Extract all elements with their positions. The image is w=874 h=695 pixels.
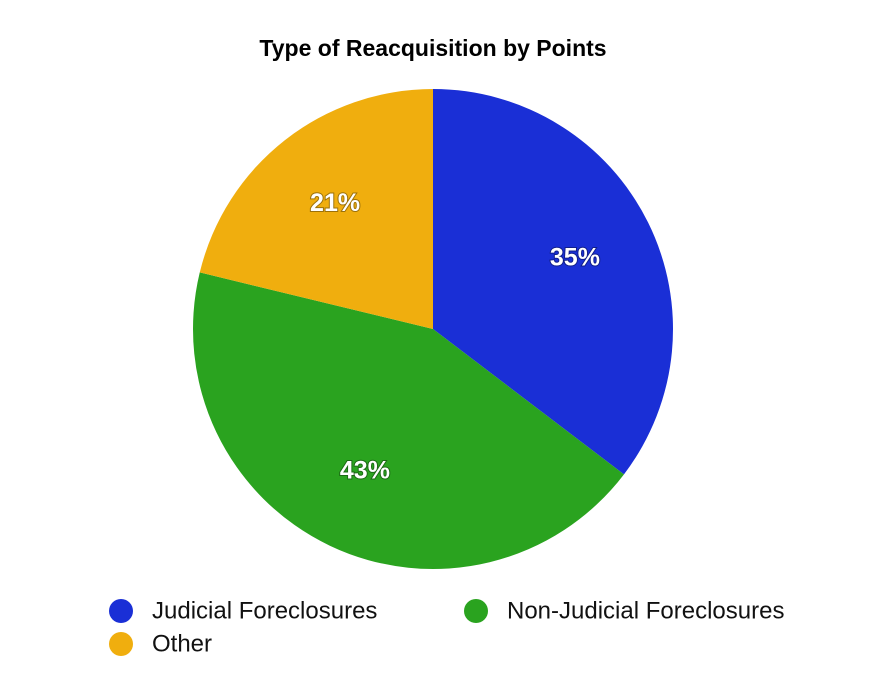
pie-slice bbox=[199, 89, 433, 329]
legend-marker bbox=[464, 599, 488, 623]
legend-label: Judicial Foreclosures bbox=[152, 597, 377, 624]
legend-marker bbox=[109, 632, 133, 656]
legend-marker bbox=[109, 599, 133, 623]
chart-title: Type of Reacquisition by Points bbox=[259, 35, 606, 61]
value-label: 43% bbox=[340, 457, 390, 485]
pie-slice bbox=[192, 272, 624, 570]
value-label: 35% bbox=[550, 243, 600, 271]
value-label: 21% bbox=[310, 189, 360, 217]
legend-label: Other bbox=[152, 630, 212, 657]
legend-label: Non-Judicial Foreclosures bbox=[507, 597, 784, 624]
pie-slice bbox=[433, 89, 674, 475]
